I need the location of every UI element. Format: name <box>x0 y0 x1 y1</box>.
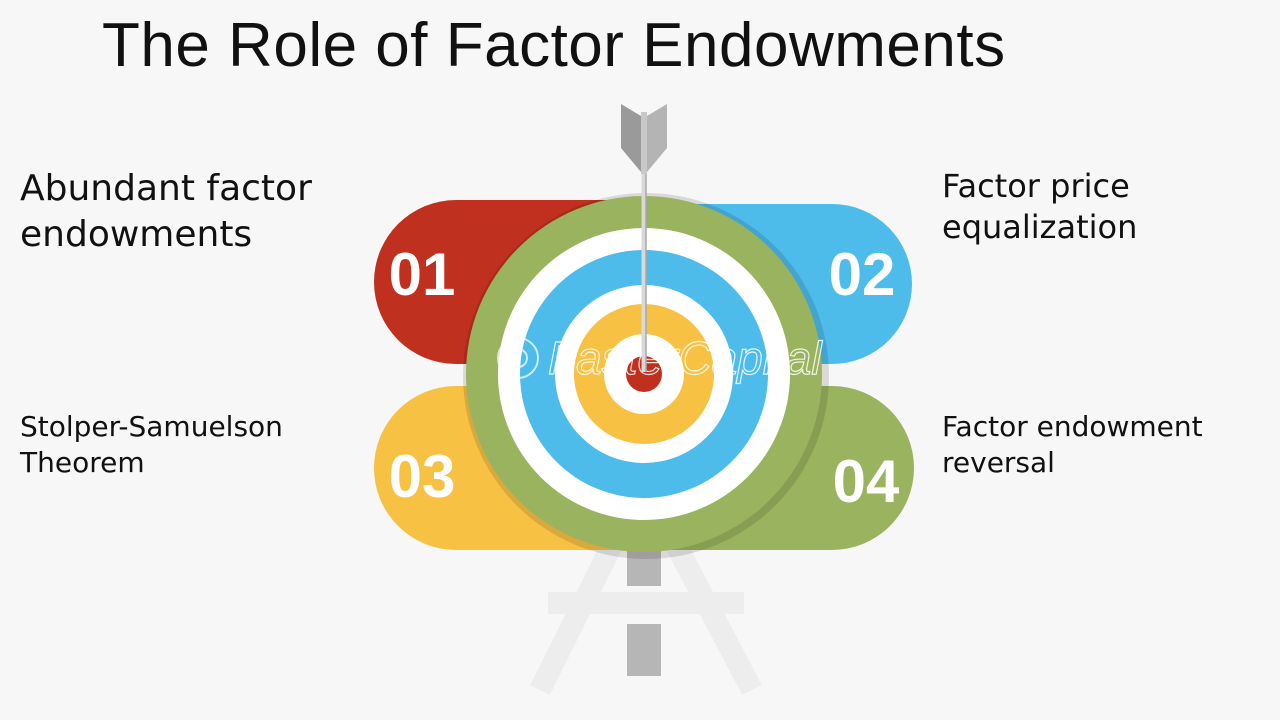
label-factor-endowment-reversal: Factor endowment reversal <box>942 410 1203 479</box>
arrow-icon <box>621 104 667 372</box>
slide-title: The Role of Factor Endowments <box>102 11 1006 80</box>
watermark-text: FasterCapital <box>548 332 823 384</box>
target-bullseye <box>626 356 662 392</box>
watermark-logo: FasterCapital <box>497 331 824 385</box>
label-abundant-factor-endowments: Abundant factor endowments <box>20 168 312 255</box>
pill-01-number: 01 <box>389 241 456 308</box>
label-stolper-samuelson-theorem: Stolper-Samuelson Theorem <box>20 410 283 479</box>
pill-04-number: 04 <box>833 448 900 515</box>
pill-03-number: 03 <box>389 443 456 510</box>
label-factor-price-equalization: Factor price equalization <box>942 167 1138 246</box>
target <box>466 196 822 552</box>
pill-02-number: 02 <box>829 241 896 308</box>
target-stand <box>530 539 762 696</box>
